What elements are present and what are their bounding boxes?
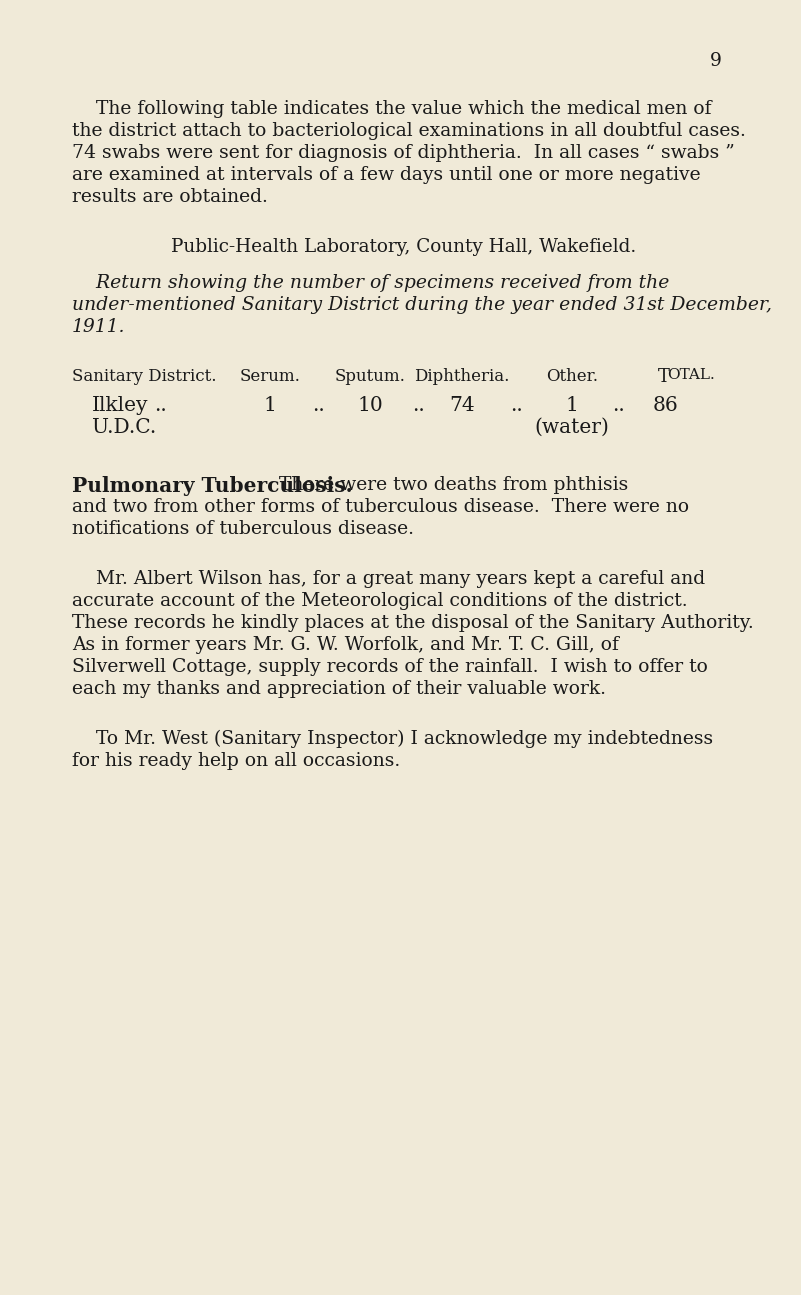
Text: the district attach to bacteriological examinations in all doubtful cases.: the district attach to bacteriological e… xyxy=(72,122,746,140)
Text: OTAL.: OTAL. xyxy=(667,368,714,382)
Text: 1: 1 xyxy=(566,396,578,414)
Text: ..: .. xyxy=(612,396,624,414)
Text: results are obtained.: results are obtained. xyxy=(72,188,268,206)
Text: Mr. Albert Wilson has, for a great many years kept a careful and: Mr. Albert Wilson has, for a great many … xyxy=(72,570,705,588)
Text: U.D.C.: U.D.C. xyxy=(92,418,156,436)
Text: Diphtheria.: Diphtheria. xyxy=(414,368,509,385)
Text: ..: .. xyxy=(154,396,167,414)
Text: and two from other forms of tuberculous disease.  There were no: and two from other forms of tuberculous … xyxy=(72,499,689,515)
Text: 9: 9 xyxy=(710,52,722,70)
Text: There were two deaths from phthisis: There were two deaths from phthisis xyxy=(267,477,628,493)
Text: These records he kindly places at the disposal of the Sanitary Authority.: These records he kindly places at the di… xyxy=(72,614,754,632)
Text: Return showing the number of specimens received from the: Return showing the number of specimens r… xyxy=(72,275,670,291)
Text: 10: 10 xyxy=(357,396,383,414)
Text: To Mr. West (Sanitary Inspector) I acknowledge my indebtedness: To Mr. West (Sanitary Inspector) I ackno… xyxy=(72,730,713,749)
Text: 1911.: 1911. xyxy=(72,319,126,335)
Text: 74: 74 xyxy=(449,396,475,414)
Text: As in former years Mr. G. W. Worfolk, and Mr. T. C. Gill, of: As in former years Mr. G. W. Worfolk, an… xyxy=(72,636,619,654)
Text: notifications of tuberculous disease.: notifications of tuberculous disease. xyxy=(72,521,414,537)
Text: 74 swabs were sent for diagnosis of diphtheria.  In all cases “ swabs ”: 74 swabs were sent for diagnosis of diph… xyxy=(72,144,735,162)
Text: accurate account of the Meteorological conditions of the district.: accurate account of the Meteorological c… xyxy=(72,592,687,610)
Text: Pulmonary Tuberculosis.: Pulmonary Tuberculosis. xyxy=(72,477,352,496)
Text: for his ready help on all occasions.: for his ready help on all occasions. xyxy=(72,752,400,771)
Text: ..: .. xyxy=(412,396,425,414)
Text: 86: 86 xyxy=(653,396,679,414)
Text: Sputum.: Sputum. xyxy=(335,368,405,385)
Text: Sanitary District.: Sanitary District. xyxy=(72,368,216,385)
Text: Ilkley: Ilkley xyxy=(92,396,148,414)
Text: (water): (water) xyxy=(534,418,610,436)
Text: Other.: Other. xyxy=(546,368,598,385)
Text: Public‑Health Laboratory, County Hall, Wakefield.: Public‑Health Laboratory, County Hall, W… xyxy=(171,238,636,256)
Text: ..: .. xyxy=(312,396,324,414)
Text: The following table indicates the value which the medical men of: The following table indicates the value … xyxy=(72,100,711,118)
Text: are examined at intervals of a few days until one or more negative: are examined at intervals of a few days … xyxy=(72,166,701,184)
Text: each my thanks and appreciation of their valuable work.: each my thanks and appreciation of their… xyxy=(72,680,606,698)
Text: Serum.: Serum. xyxy=(239,368,300,385)
Text: T: T xyxy=(658,368,670,386)
Text: under-mentioned Sanitary District during the year ended 31st December,: under-mentioned Sanitary District during… xyxy=(72,297,772,313)
Text: 1: 1 xyxy=(264,396,276,414)
Text: ..: .. xyxy=(509,396,522,414)
Text: Silverwell Cottage, supply records of the rainfall.  I wish to offer to: Silverwell Cottage, supply records of th… xyxy=(72,658,708,676)
